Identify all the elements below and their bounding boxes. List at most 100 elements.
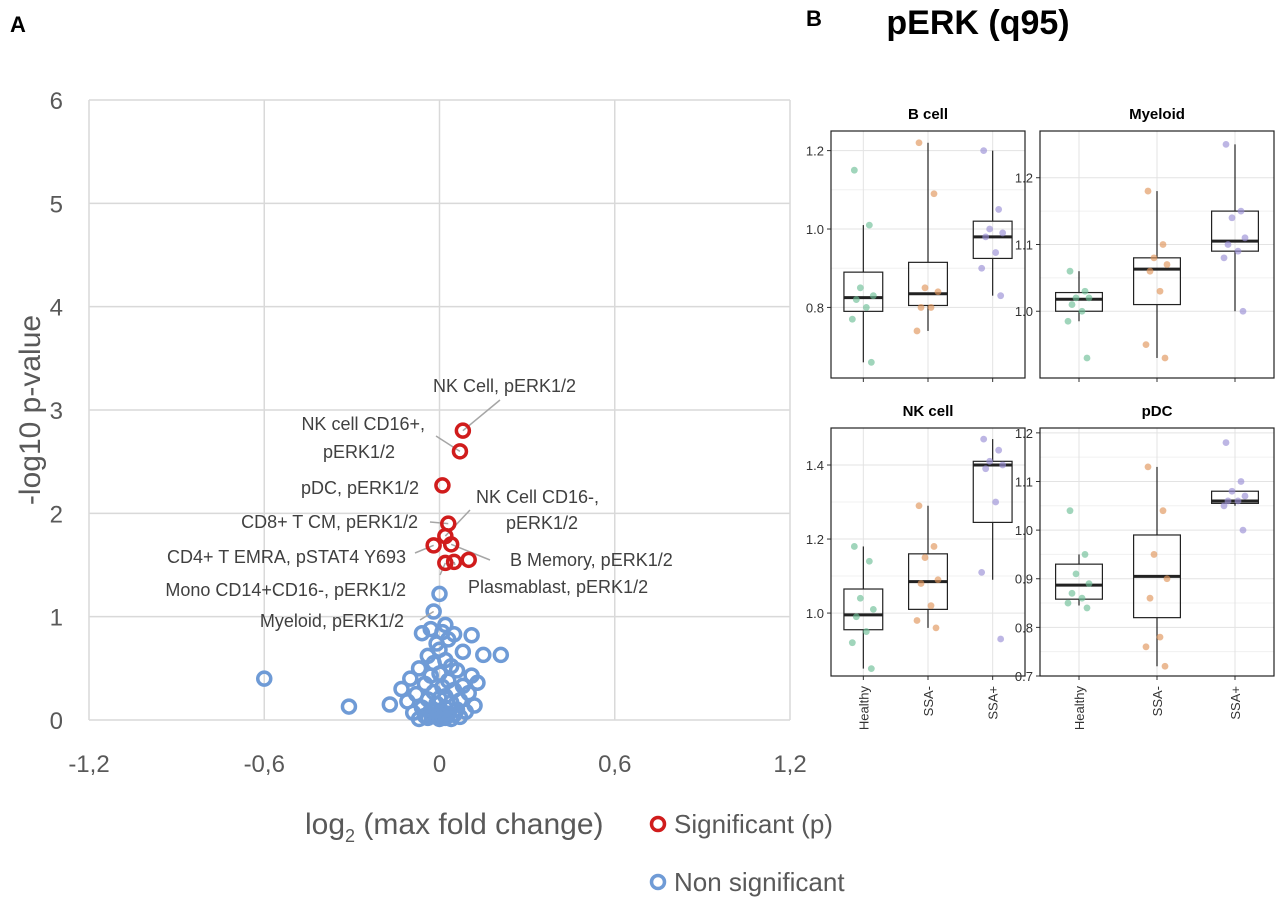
box-data-point (921, 554, 929, 561)
annotation-leader (414, 544, 434, 554)
box-panel: 0.7 0.8 0.9 1.0 1.1 1.2 Healthy SSA- SSA+ pDC (1015, 403, 1275, 731)
non-significant-point (393, 680, 410, 698)
box-data-point (995, 446, 1003, 454)
annotation-label: NK cell CD16+, (301, 414, 425, 434)
box-data-point (1066, 267, 1074, 275)
box-data-point (1072, 294, 1080, 302)
x-axis-title-log: log (305, 808, 345, 841)
x-tick-label: 0,6 (598, 751, 631, 778)
box-data-point (999, 229, 1007, 237)
box-y-tick-label: 0.8 (1015, 620, 1033, 635)
box-data-point (1163, 575, 1171, 583)
significant-point (460, 551, 477, 569)
box-data-point (982, 465, 990, 473)
annotation-label-line2: pERK1/2 (323, 442, 395, 462)
box-data-point (978, 264, 986, 272)
box-data-point (980, 147, 988, 155)
box-data-point (856, 594, 864, 602)
box-data-point (1144, 187, 1152, 195)
box-data-point (992, 498, 1000, 506)
annotation-label: CD8+ T CM, pERK1/2 (241, 512, 418, 532)
box-panel: 0.8 1.0 1.2 B cell (806, 106, 1026, 382)
box-data-point (1083, 354, 1091, 362)
box-data-point (1161, 354, 1169, 362)
annotation-label: CD4+ T EMRA, pSTAT4 Y693 (167, 547, 406, 567)
box-data-point (1239, 307, 1247, 315)
y-tick-label: 1 (50, 605, 63, 632)
non-significant-point (402, 670, 419, 687)
box-data-point (1078, 594, 1086, 602)
significant-point (434, 477, 451, 494)
legend-non-significant-label: Non significant (674, 867, 845, 897)
box-data-point (986, 457, 994, 465)
box-data-point (1234, 497, 1242, 505)
significant-points (425, 422, 477, 572)
box-data-point (1159, 507, 1167, 515)
non-significant-points (256, 585, 510, 728)
box-panel-title: NK cell (903, 403, 954, 420)
box-x-tick-label: SSA+ (986, 686, 1001, 720)
y-tick-label: 3 (50, 398, 63, 425)
box-data-point (852, 613, 860, 621)
x-tick-label: -0,6 (244, 751, 285, 778)
box-y-tick-label: 1.2 (806, 144, 824, 159)
box-data-point (934, 576, 942, 584)
annotation-label: Plasmablast, pERK1/2 (468, 577, 648, 597)
box-data-point (978, 568, 986, 576)
box-data-point (982, 233, 990, 241)
legend: Significant (p) Non significant (649, 809, 845, 897)
panel-a-letter: A (10, 12, 26, 37)
non-significant-point (413, 624, 431, 642)
box-panel-title: pDC (1142, 403, 1173, 420)
box-panel-title: B cell (908, 106, 948, 123)
x-axis-title: log2 (max fold change) (305, 808, 604, 846)
box-plots: 0.8 1.0 1.2 B cell 1.0 1.1 1.2 Myeloid 1.0 1.2 1.4… (806, 106, 1275, 731)
box-y-tick-label: 0.7 (1015, 669, 1033, 684)
box-data-point (1237, 478, 1245, 485)
legend-significant-label: Significant (p) (674, 809, 833, 839)
box-data-point (927, 602, 935, 610)
box-data-point (1146, 594, 1154, 602)
box-data-point (1085, 580, 1093, 588)
box-data-point (1078, 307, 1086, 315)
box-data-point (862, 304, 870, 311)
box-x-tick-label: SSA+ (1228, 686, 1243, 720)
box-data-point (1224, 241, 1232, 248)
non-significant-point (448, 662, 466, 679)
y-tick-label: 4 (50, 295, 63, 322)
box-data-point (1144, 463, 1152, 471)
x-axis-title-subscript: 2 (345, 826, 355, 846)
significant-point (445, 553, 463, 571)
x-tick-label: -1,2 (68, 751, 109, 778)
box-y-tick-label: 1.0 (1015, 523, 1033, 538)
non-significant-point (381, 696, 399, 713)
x-tick-label: 1,2 (773, 751, 806, 778)
x-axis-title-rest: (max fold change) (355, 808, 603, 841)
box-data-point (915, 502, 923, 510)
box-data-point (1072, 570, 1080, 578)
box-data-point (995, 206, 1003, 213)
box-y-tick-label: 1.1 (1015, 237, 1033, 252)
non-significant-point (463, 627, 480, 644)
box-data-point (997, 292, 1005, 300)
point-annotations: NK Cell, pERK1/2 NK cell CD16+, pERK1/2 pDC… (165, 376, 672, 631)
box-data-point (992, 249, 1000, 256)
box-y-tick-label: 0.8 (806, 300, 824, 315)
box-data-point (934, 288, 942, 296)
box-x-tick-label: SSA- (1150, 686, 1165, 716)
box-data-point (1228, 487, 1236, 495)
box-panel-frame (830, 130, 1026, 379)
x-tick-label: 0 (433, 751, 446, 778)
panel-b-title: pERK (q95) (886, 4, 1069, 42)
non-significant-point (454, 643, 472, 661)
box-x-tick-label: Healthy (1072, 686, 1087, 731)
box-iqr (907, 261, 948, 307)
box-data-point (930, 543, 938, 550)
box-data-point (1156, 633, 1164, 641)
legend-non-significant-marker (649, 873, 667, 891)
non-significant-point (431, 585, 448, 603)
box-data-point (999, 461, 1007, 469)
box-data-point (1241, 492, 1249, 500)
box-data-point (1064, 317, 1072, 325)
box-data-point (848, 639, 856, 647)
